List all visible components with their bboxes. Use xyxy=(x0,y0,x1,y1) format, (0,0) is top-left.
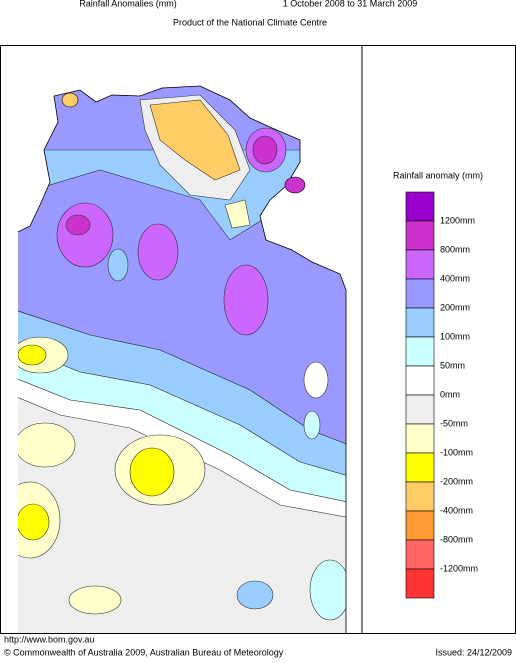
island xyxy=(284,176,306,194)
legend-label: 800mm xyxy=(440,244,470,254)
footer-copyright: © Commonwealth of Australia 2009, Austra… xyxy=(4,647,284,657)
legend-swatch xyxy=(405,220,435,251)
legend-label: -200mm xyxy=(440,476,473,486)
legend-swatch xyxy=(405,568,435,599)
legend-swatch xyxy=(405,278,435,309)
island xyxy=(61,92,79,108)
legend-title: Rainfall anomaly (mm) xyxy=(393,170,483,180)
legend-label: 400mm xyxy=(440,273,470,283)
legend-label: -100mm xyxy=(440,447,473,457)
legend-swatch xyxy=(405,539,435,570)
anomaly-map xyxy=(18,86,346,633)
legend-swatch xyxy=(405,510,435,541)
legend-label: 200mm xyxy=(440,302,470,312)
legend-label: -800mm xyxy=(440,534,473,544)
legend-label: 50mm xyxy=(440,360,465,370)
legend: 1200mm 800mm 400mm 200mm 100mm 50mm 0mm -50mm -1… xyxy=(405,191,478,599)
map-subtitle: Product of the National Climate Centre xyxy=(173,17,327,27)
legend-swatch xyxy=(405,307,435,338)
legend-label: 100mm xyxy=(440,331,470,341)
legend-label: -50mm xyxy=(440,418,468,428)
legend-swatch xyxy=(405,249,435,280)
legend-swatch xyxy=(405,394,435,425)
legend-swatch xyxy=(405,336,435,367)
legend-swatch xyxy=(405,423,435,454)
map-title: Rainfall Anomalies (mm) xyxy=(79,0,177,8)
legend-label: 1200mm xyxy=(440,215,475,225)
legend-swatch xyxy=(405,191,435,222)
footer-url: http://www.bom.gov.au xyxy=(4,634,94,644)
map-period: 1 October 2008 to 31 March 2009 xyxy=(283,0,418,8)
legend-label: -1200mm xyxy=(440,563,478,573)
legend-label: 0mm xyxy=(440,389,460,399)
legend-swatch xyxy=(405,365,435,396)
footer-issued: Issued: 24/12/2009 xyxy=(435,647,512,657)
legend-label: -400mm xyxy=(440,505,473,515)
legend-swatch xyxy=(405,481,435,512)
coastline xyxy=(17,85,347,633)
legend-swatch xyxy=(405,452,435,483)
